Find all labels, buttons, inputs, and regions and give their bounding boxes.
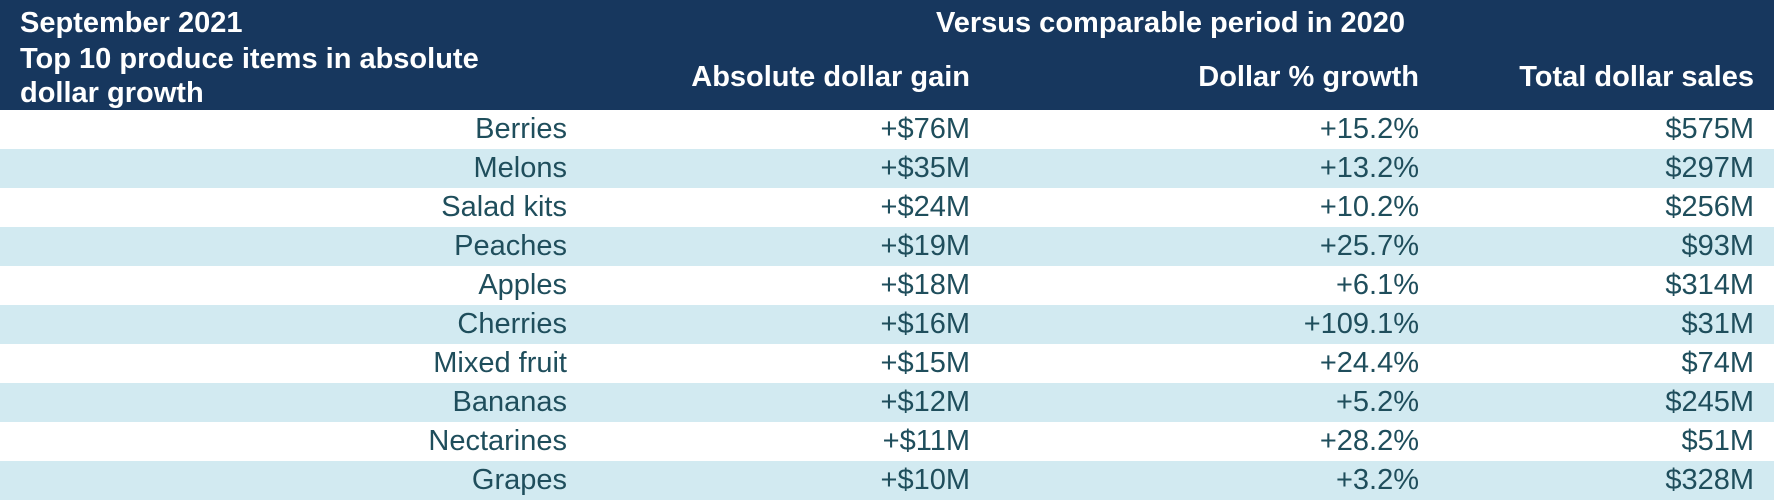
table-row: Cherries +$16M +109.1% $31M	[0, 305, 1774, 344]
total-dollar-sales-cell: $51M	[1681, 425, 1754, 457]
group-header: Versus comparable period in 2020	[936, 7, 1406, 39]
table-row: Peaches +$19M +25.7% $93M	[0, 227, 1774, 266]
item-name-cell: Mixed fruit	[433, 347, 567, 379]
item-name-cell: Salad kits	[441, 191, 567, 223]
absolute-dollar-gain-cell: +$18M	[880, 269, 970, 301]
total-dollar-sales-cell: $575M	[1665, 113, 1754, 145]
absolute-dollar-gain-cell: +$12M	[880, 386, 970, 418]
absolute-dollar-gain-cell: +$35M	[880, 152, 970, 184]
table-header: September 2021 Versus comparable period …	[0, 0, 1774, 110]
total-dollar-sales-cell: $93M	[1681, 230, 1754, 262]
total-dollar-sales-cell: $297M	[1665, 152, 1754, 184]
item-name-cell: Apples	[478, 269, 567, 301]
table-row: Bananas +$12M +5.2% $245M	[0, 383, 1774, 422]
dollar-pct-growth-cell: +25.7%	[1319, 230, 1419, 262]
total-dollar-sales-cell: $314M	[1665, 269, 1754, 301]
table-row: Nectarines +$11M +28.2% $51M	[0, 422, 1774, 461]
table-row: Mixed fruit +$15M +24.4% $74M	[0, 344, 1774, 383]
item-name-cell: Grapes	[471, 464, 567, 496]
dollar-pct-growth-cell: +15.2%	[1319, 113, 1419, 145]
table-row: Salad kits +$24M +10.2% $256M	[0, 188, 1774, 227]
column-header-dollar-pct-growth: Dollar % growth	[1198, 61, 1419, 93]
dollar-pct-growth-cell: +109.1%	[1303, 308, 1419, 340]
total-dollar-sales-cell: $245M	[1665, 386, 1754, 418]
item-name-cell: Nectarines	[428, 425, 567, 457]
absolute-dollar-gain-cell: +$10M	[880, 464, 970, 496]
dollar-pct-growth-cell: +13.2%	[1319, 152, 1419, 184]
total-dollar-sales-cell: $256M	[1665, 191, 1754, 223]
table-row: Berries +$76M +15.2% $575M	[0, 110, 1774, 149]
item-name-cell: Cherries	[457, 308, 567, 340]
dollar-pct-growth-cell: +28.2%	[1319, 425, 1419, 457]
total-dollar-sales-cell: $31M	[1681, 308, 1754, 340]
dollar-pct-growth-cell: +24.4%	[1319, 347, 1419, 379]
period-label: September 2021	[20, 7, 243, 39]
absolute-dollar-gain-cell: +$15M	[880, 347, 970, 379]
table-row: Apples +$18M +6.1% $314M	[0, 266, 1774, 305]
dollar-pct-growth-cell: +5.2%	[1335, 386, 1419, 418]
absolute-dollar-gain-cell: +$24M	[880, 191, 970, 223]
column-header-absolute-dollar-gain: Absolute dollar gain	[691, 61, 970, 93]
table-title: Top 10 produce items in absolute dollar …	[20, 43, 479, 109]
total-dollar-sales-cell: $74M	[1681, 347, 1754, 379]
absolute-dollar-gain-cell: +$76M	[880, 113, 970, 145]
table-row: Melons +$35M +13.2% $297M	[0, 149, 1774, 188]
absolute-dollar-gain-cell: +$19M	[880, 230, 970, 262]
dollar-pct-growth-cell: +3.2%	[1335, 464, 1419, 496]
absolute-dollar-gain-cell: +$16M	[880, 308, 970, 340]
item-name-cell: Melons	[473, 152, 568, 184]
item-name-cell: Berries	[475, 113, 567, 145]
item-name-cell: Bananas	[452, 386, 568, 418]
column-header-total-dollar-sales: Total dollar sales	[1519, 61, 1754, 93]
dollar-pct-growth-cell: +10.2%	[1319, 191, 1419, 223]
absolute-dollar-gain-cell: +$11M	[882, 425, 970, 457]
table-row: Grapes +$10M +3.2% $328M	[0, 461, 1774, 500]
dollar-pct-growth-cell: +6.1%	[1335, 269, 1419, 301]
total-dollar-sales-cell: $328M	[1665, 464, 1754, 496]
item-name-cell: Peaches	[454, 230, 567, 262]
